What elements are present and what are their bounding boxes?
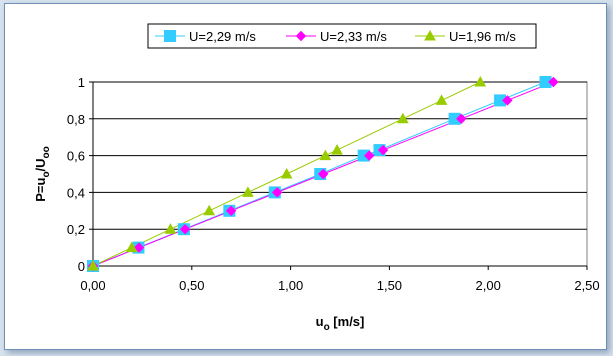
plot-area	[92, 81, 588, 267]
gridlines	[89, 81, 588, 270]
series-2-point	[502, 95, 513, 106]
x-tick-labels: 0,00 0,50 1,00 1,50 2,00 2,50	[80, 278, 599, 293]
series-3-point	[474, 75, 487, 87]
legend-marker	[164, 30, 176, 42]
series-3-point	[125, 241, 138, 253]
series-3-point	[319, 149, 332, 161]
series-2-point	[456, 113, 467, 125]
x-tick-label: 0,50	[179, 278, 204, 293]
series-3-point	[280, 167, 293, 179]
series-2-point	[377, 144, 389, 156]
series-2-point	[179, 223, 191, 235]
series-2-point	[548, 76, 559, 88]
y-tick-label: 1	[78, 75, 85, 90]
legend: U=2,29 m/s U=2,33 m/s U=1,96 m/s	[147, 23, 537, 49]
series-2-point	[317, 168, 329, 180]
legend-box	[147, 23, 537, 49]
legend-marker	[424, 29, 436, 41]
series-2-point	[225, 205, 237, 217]
y-axis-title: P=uo/Uoo	[33, 146, 52, 202]
legend-items: U=2,29 m/s U=2,33 m/s U=1,96 m/s	[155, 29, 516, 44]
series-3-point	[87, 259, 99, 271]
series-3-point	[203, 204, 216, 216]
series-2-point	[133, 242, 145, 253]
x-tick-label: 2,50	[574, 278, 599, 293]
chart-frame: 0,00 0,50 1,00 1,50 2,00 2,50 0 0,2 0,4 0,6 0,8 1 …	[4, 3, 607, 350]
x-tick-label: 2,00	[476, 278, 501, 293]
x-tick-label: 1,50	[377, 278, 402, 293]
y-tick-label: 0,4	[67, 185, 85, 200]
x-axis-title: uo [m/s]	[316, 314, 365, 333]
legend-label: U=2,33 m/s	[320, 29, 387, 44]
y-tick-label: 0,8	[67, 112, 85, 127]
y-tick-label: 0,2	[67, 222, 85, 237]
series-2-point	[364, 150, 375, 161]
y-tick-labels: 0 0,2 0,4 0,6 0,8 1	[67, 75, 85, 274]
legend-label: U=2,29 m/s	[189, 29, 256, 44]
y-tick-label: 0,6	[67, 149, 85, 164]
series-3-point	[435, 94, 448, 105]
chart: 0,00 0,50 1,00 1,50 2,00 2,50 00,20,40,60,81 …	[33, 23, 600, 333]
series-3-point	[396, 112, 409, 124]
series-layer	[87, 75, 559, 272]
x-tick-label: 0,00	[80, 278, 105, 293]
x-tick-label: 1,00	[278, 278, 303, 293]
series-2-point	[271, 187, 283, 198]
y-tick-label: 0	[78, 259, 85, 274]
series-3-point	[331, 144, 343, 155]
legend-label: U=1,96 m/s	[449, 29, 516, 44]
legend-marker	[295, 30, 307, 42]
series-3-point	[164, 223, 177, 234]
series-3-point	[242, 186, 254, 197]
